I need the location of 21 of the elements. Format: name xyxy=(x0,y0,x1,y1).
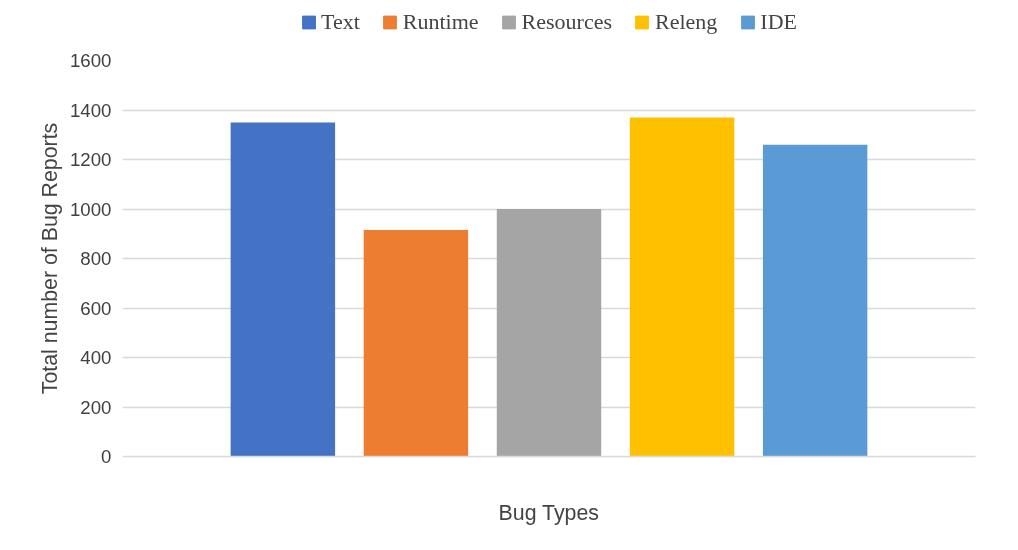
legend-label: IDE xyxy=(760,9,797,35)
legend-label: Releng xyxy=(655,9,718,35)
legend-label: Runtime xyxy=(402,9,479,35)
bar xyxy=(230,122,336,457)
bar xyxy=(629,117,735,457)
legend-label: Text xyxy=(321,9,360,35)
legend-label: Resources xyxy=(521,9,612,35)
y-tick-label: 1000 xyxy=(70,198,112,220)
y-tick-label: 600 xyxy=(80,297,112,319)
y-tick-label: 1400 xyxy=(70,99,112,121)
y-axis-title: Total number of Bug Reports xyxy=(38,122,62,395)
y-tick-label: 200 xyxy=(80,396,112,418)
y-tick-label: 1600 xyxy=(70,50,112,71)
y-tick-label: 800 xyxy=(80,248,112,269)
bar xyxy=(762,144,868,457)
bar xyxy=(363,230,469,457)
x-axis-title: Bug Types xyxy=(498,500,600,525)
y-tick-label: 0 xyxy=(101,446,112,467)
bar xyxy=(496,209,602,457)
y-tick-label: 1200 xyxy=(70,149,112,170)
y-tick-label: 400 xyxy=(80,347,112,368)
